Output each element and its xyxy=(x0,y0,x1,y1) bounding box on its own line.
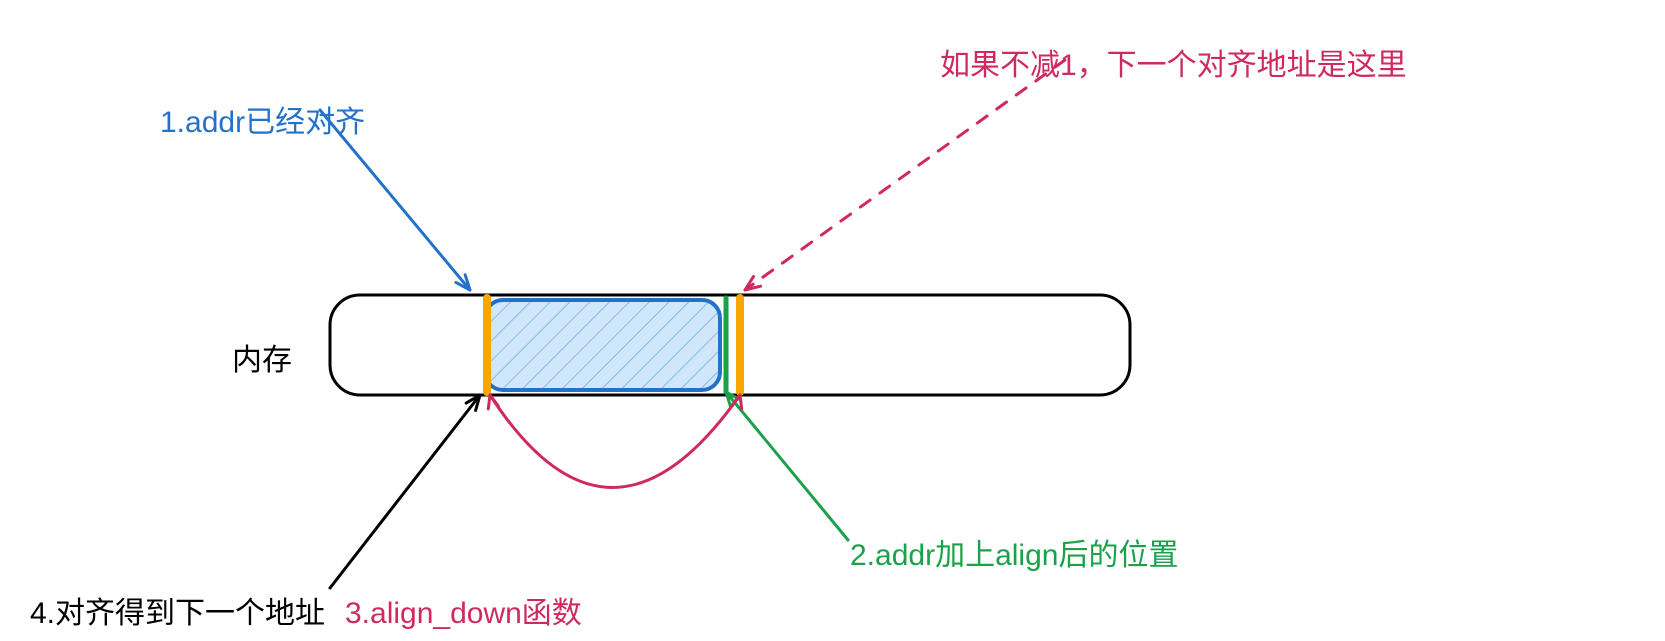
annotation-3-arrow xyxy=(490,395,740,488)
annotation-1-label: 1.addr已经对齐 xyxy=(160,97,365,141)
annotation-5-arrow xyxy=(745,60,1065,290)
highlight-block-hatch xyxy=(485,300,720,390)
annotation-3-label: 3.align_down函数 xyxy=(345,588,582,632)
annotation-2-label: 2.addr加上align后的位置 xyxy=(850,530,1178,574)
memory-label: 内存 xyxy=(232,335,292,379)
annotation-2-arrow xyxy=(726,392,848,540)
memory-bar xyxy=(330,295,1130,395)
annotation-4-label: 4.对齐得到下一个地址 xyxy=(30,588,325,632)
annotation-4-arrow xyxy=(330,395,480,588)
annotation-5-label: 如果不减1，下一个对齐地址是这里 xyxy=(940,40,1407,84)
